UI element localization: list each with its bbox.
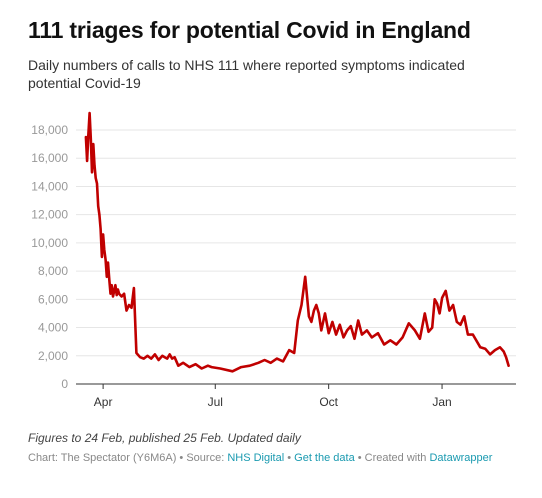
y-tick-label: 14,000: [31, 179, 68, 193]
separator: •: [284, 452, 295, 464]
y-tick-label: 4,000: [38, 321, 68, 335]
separator: •: [354, 452, 365, 464]
chart-notes: Figures to 24 Feb, published 25 Feb. Upd…: [28, 431, 301, 445]
chart-credit: Chart: The Spectator (Y6M6A): [28, 452, 177, 464]
y-tick-label: 10,000: [31, 236, 68, 250]
chart-byline: Chart: The Spectator (Y6M6A) • Source: N…: [28, 452, 492, 464]
chart-subtitle: Daily numbers of calls to NHS 111 where …: [28, 57, 465, 91]
y-tick-label: 0: [61, 377, 68, 391]
chart-title: 111 triages for potential Covid in Engla…: [28, 17, 471, 43]
y-tick-label: 8,000: [38, 264, 68, 278]
separator: •: [176, 452, 187, 464]
source-link[interactable]: NHS Digital: [227, 452, 285, 464]
line-chart: 0 2,000 4,000 6,000 8,000 10,000 12,000 14,000 1…: [31, 111, 516, 409]
created-label: Created with: [364, 452, 430, 464]
y-tick-label: 6,000: [38, 292, 68, 306]
datawrapper-link[interactable]: Datawrapper: [429, 452, 493, 464]
x-tick-label: Jul: [208, 395, 223, 409]
x-tick-label: Oct: [319, 395, 338, 409]
x-tick-label: Jan: [432, 395, 451, 409]
y-tick-label: 12,000: [31, 208, 68, 222]
series-line: [84, 111, 510, 373]
y-tick-label: 18,000: [31, 123, 68, 137]
get-data-link[interactable]: Get the data: [294, 452, 355, 464]
source-label: Source:: [186, 452, 228, 464]
y-tick-label: 2,000: [38, 349, 68, 363]
y-tick-label: 16,000: [31, 151, 68, 165]
x-tick-label: Apr: [94, 395, 113, 409]
